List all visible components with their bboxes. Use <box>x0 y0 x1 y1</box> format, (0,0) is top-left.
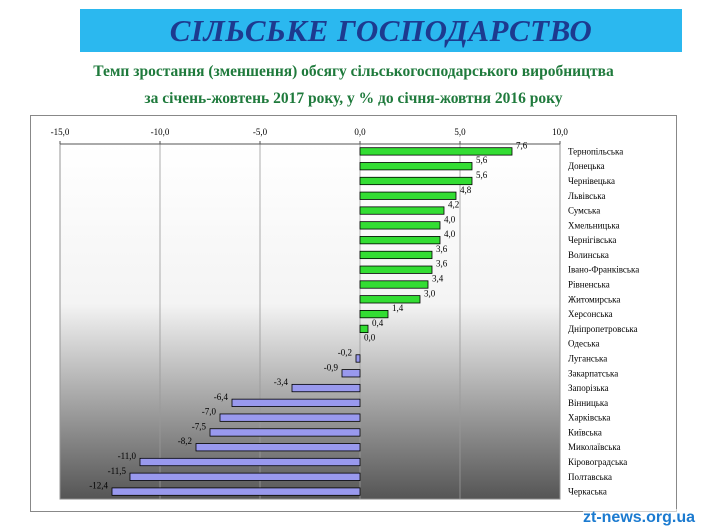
data-label: -7,5 <box>192 421 207 431</box>
bar <box>111 487 361 496</box>
data-label: 3,6 <box>436 244 448 254</box>
data-label: 5,6 <box>476 155 488 165</box>
bar <box>359 250 433 260</box>
category-label: Чернівецька <box>568 176 615 186</box>
bar <box>359 147 513 156</box>
title-banner: СІЛЬСЬКЕ ГОСПОДАРСТВО <box>80 9 682 52</box>
category-label: Львівська <box>568 191 606 201</box>
bar <box>359 310 389 319</box>
bar <box>219 413 361 422</box>
category-label: Рівненська <box>568 280 610 290</box>
data-label: -0,2 <box>338 347 352 357</box>
data-label: 7,6 <box>516 140 528 150</box>
x-tick-label: -10,0 <box>151 127 170 137</box>
data-label: -12,4 <box>89 481 108 491</box>
chart-subtitle-line-2: за січень-жовтень 2017 року, у % до січн… <box>144 90 563 107</box>
data-label: -6,4 <box>214 392 229 402</box>
category-label: Тернопільська <box>568 146 623 156</box>
bar <box>359 265 433 274</box>
data-label: 3,0 <box>424 288 436 298</box>
bar <box>341 369 361 378</box>
category-label: Луганська <box>568 353 607 363</box>
data-label: 1,4 <box>392 303 404 313</box>
category-label: Волинська <box>568 250 609 260</box>
bar <box>359 236 441 245</box>
data-label: 4,8 <box>460 185 472 195</box>
x-tick-label: 10,0 <box>552 127 568 137</box>
data-label: 3,4 <box>432 274 444 284</box>
category-label: Запорізька <box>568 383 609 393</box>
category-label: Сумська <box>568 206 600 216</box>
category-label: Херсонська <box>568 309 613 319</box>
bar <box>291 383 361 393</box>
data-label: 4,0 <box>444 229 456 239</box>
bar <box>359 206 445 215</box>
x-tick-label: 5,0 <box>454 127 466 137</box>
bar <box>355 354 361 363</box>
category-label: Вінницька <box>568 398 608 408</box>
data-label: 5,6 <box>476 170 488 180</box>
plot-area <box>59 143 561 500</box>
category-label: Житомирська <box>568 294 620 304</box>
data-label: -3,4 <box>274 377 289 387</box>
bar <box>231 398 361 407</box>
bar <box>359 295 421 304</box>
bar <box>359 324 369 333</box>
bar-chart: -15,0 -10,0 -5,0 0,0 5,0 10,0 7,6 Тернопільська… <box>51 127 639 500</box>
page-title: СІЛЬСЬКЕ ГОСПОДАРСТВО <box>169 12 593 48</box>
data-label: 0,4 <box>372 318 384 328</box>
data-label: 4,0 <box>444 214 456 224</box>
data-label: -11,0 <box>118 451 137 461</box>
data-label: -0,9 <box>324 362 339 372</box>
category-label: Івано-Франківська <box>568 265 639 275</box>
x-tick-label: -15,0 <box>51 127 70 137</box>
data-label: -8,2 <box>178 436 192 446</box>
bar <box>195 443 361 452</box>
category-label: Хмельницька <box>568 220 620 230</box>
bar <box>139 457 361 467</box>
category-label: Чернігівська <box>568 235 616 245</box>
x-tick-label: -5,0 <box>253 127 268 137</box>
data-label: 4,2 <box>448 200 459 210</box>
data-label: -7,0 <box>202 407 217 417</box>
category-label: Кіровоградська <box>568 457 627 467</box>
bar <box>359 176 473 186</box>
category-label: Харківська <box>568 413 610 423</box>
x-tick-label: 0,0 <box>354 127 366 137</box>
bar <box>359 280 429 289</box>
category-label: Київська <box>568 427 602 437</box>
data-label: 3,6 <box>436 259 448 269</box>
category-label: Черкаська <box>568 487 607 497</box>
category-label: Дніпропетровська <box>568 324 638 334</box>
category-label: Донецька <box>568 161 605 171</box>
data-label: -11,5 <box>108 466 127 476</box>
category-label: Полтавська <box>568 472 612 482</box>
chart-container: -15,0 -10,0 -5,0 0,0 5,0 10,0 7,6 Тернопільська… <box>30 115 677 512</box>
bar <box>359 191 457 200</box>
watermark: zt-news.org.ua <box>582 509 695 527</box>
category-label: Одеська <box>568 339 600 349</box>
bar <box>129 472 361 481</box>
data-label: 0,0 <box>364 333 376 343</box>
chart-subtitle-line-1: Темп зростання (зменшення) обсягу сільсь… <box>93 63 614 80</box>
bar <box>359 162 473 171</box>
bar <box>209 428 361 437</box>
category-label: Миколаївська <box>568 442 621 452</box>
bar <box>359 221 441 230</box>
category-label: Закарпатська <box>568 368 618 378</box>
